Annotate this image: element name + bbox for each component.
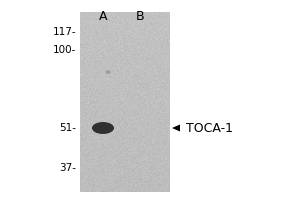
Text: 117-: 117- (52, 27, 76, 37)
Text: A: A (99, 10, 107, 23)
Text: 37-: 37- (59, 163, 76, 173)
Text: B: B (136, 10, 144, 23)
Ellipse shape (106, 70, 110, 74)
Text: 100-: 100- (52, 45, 76, 55)
FancyArrow shape (172, 124, 180, 132)
Ellipse shape (92, 122, 114, 134)
Text: TOCA-1: TOCA-1 (186, 121, 233, 134)
Text: 51-: 51- (59, 123, 76, 133)
